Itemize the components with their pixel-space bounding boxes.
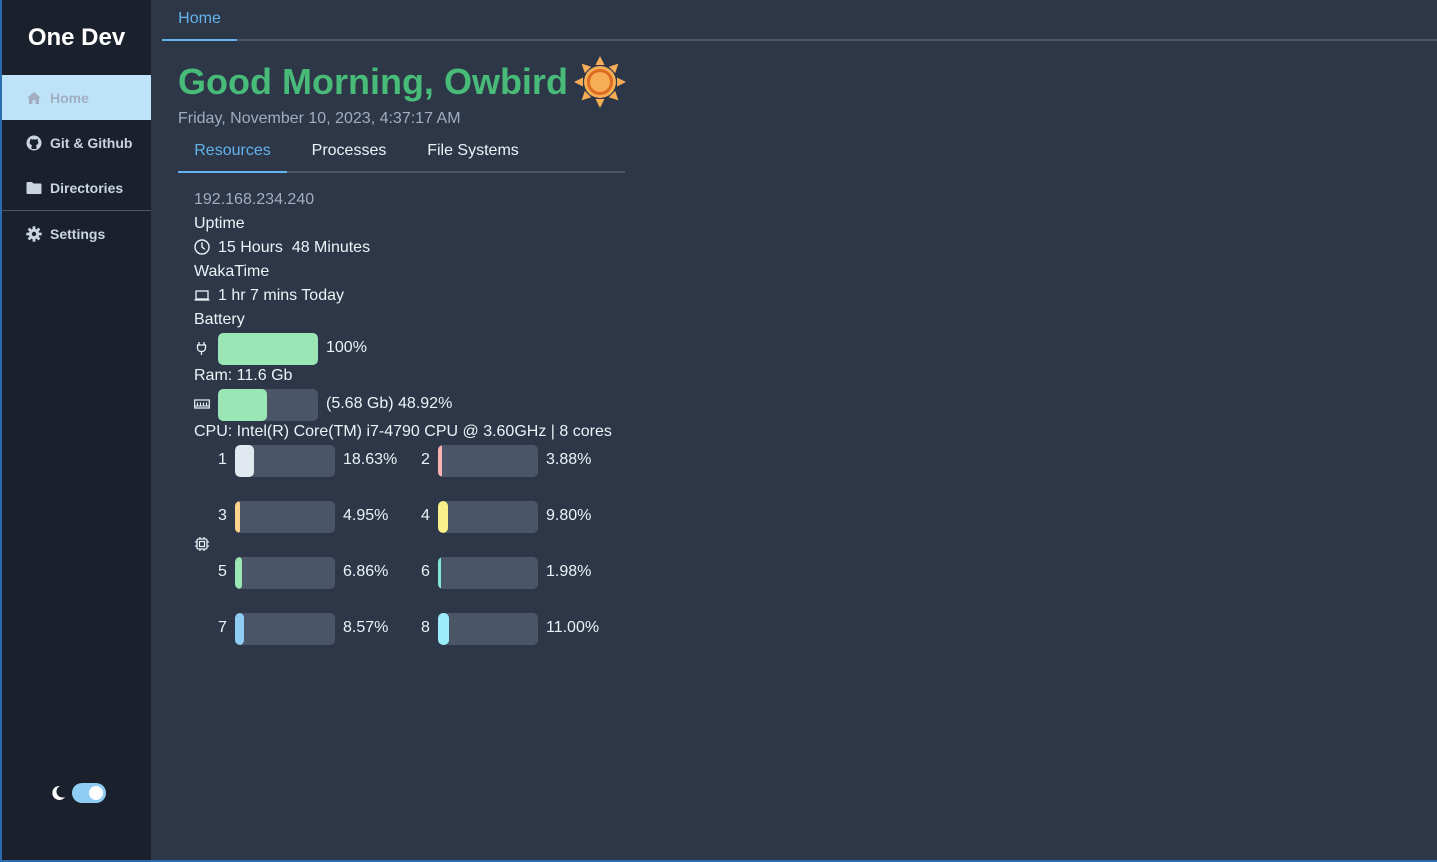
ram-bar: [218, 389, 318, 421]
tab-resources[interactable]: Resources: [178, 137, 287, 173]
wakatime-label: WakaTime: [194, 263, 270, 280]
cpu-core-bar-fill: [438, 501, 448, 533]
cpu-core-bar-fill: [438, 445, 442, 477]
cpu-core-number: 1: [218, 451, 227, 468]
cpu-core-bar: [235, 445, 335, 477]
home-icon: [25, 89, 43, 107]
wakatime-row: 1 hr 7 mins Today: [194, 286, 344, 306]
github-icon: [25, 134, 43, 152]
tab-processes[interactable]: Processes: [311, 142, 387, 159]
ram-percent: (5.68 Gb) 48.92%: [326, 395, 453, 412]
cpu-core-bar-fill: [235, 501, 240, 533]
battery-bar-fill: [218, 333, 318, 365]
content-tab-bar: Resources Processes File Systems: [178, 137, 625, 173]
current-datetime: Friday, November 10, 2023, 4:37:17 AM: [178, 110, 461, 127]
cpu-icon: [194, 536, 210, 558]
cpu-core-percent: 4.95%: [343, 507, 389, 524]
memory-icon: [194, 396, 210, 418]
cpu-core-bar-fill: [235, 613, 244, 645]
cpu-label: CPU: Intel(R) Core(TM) i7-4790 CPU @ 3.6…: [194, 423, 612, 440]
plug-icon: [194, 340, 210, 362]
sidebar-item-label: Directories: [50, 179, 124, 196]
cpu-core-number: 8: [421, 619, 430, 636]
sidebar-item-label: Settings: [50, 225, 106, 242]
battery-label: Battery: [194, 311, 245, 328]
sidebar-item-home[interactable]: Home: [2, 75, 151, 120]
sidebar-item-git-github[interactable]: Git & Github: [2, 120, 151, 165]
wakatime-value: 1 hr 7 mins Today: [218, 287, 344, 304]
theme-switch[interactable]: [72, 783, 106, 803]
cpu-core-bar-fill: [438, 557, 441, 589]
cpu-core-percent: 1.98%: [546, 563, 592, 580]
sidebar-item-directories[interactable]: Directories: [2, 165, 151, 210]
cpu-core-number: 2: [421, 451, 430, 468]
sidebar: One Dev Home Git & Github Directories: [2, 0, 151, 860]
tab-file-systems[interactable]: File Systems: [427, 142, 519, 159]
uptime-label: Uptime: [194, 215, 245, 232]
sidebar-divider: [2, 210, 151, 211]
sidebar-item-label: Home: [50, 89, 89, 106]
ram-label: Ram: 11.6 Gb: [194, 367, 293, 384]
ram-bar-fill: [218, 389, 267, 421]
tab-home[interactable]: Home: [162, 0, 237, 41]
cpu-core-percent: 18.63%: [343, 451, 398, 468]
theme-switch-knob: [89, 786, 103, 800]
cpu-core-bar: [438, 557, 538, 589]
cpu-core-bar: [438, 613, 538, 645]
cpu-core-percent: 9.80%: [546, 507, 592, 524]
cpu-core-number: 5: [218, 563, 227, 580]
uptime-row: 15 Hours 48 Minutes: [194, 238, 370, 258]
sidebar-item-label: Git & Github: [50, 134, 133, 151]
cpu-core-bar-fill: [438, 613, 449, 645]
top-tab-bar: Home: [162, 0, 1437, 41]
battery-bar: [218, 333, 318, 365]
battery-percent: 100%: [326, 339, 367, 356]
cpu-core-percent: 11.00%: [546, 619, 600, 636]
laptop-icon: [194, 287, 210, 303]
sidebar-item-settings[interactable]: Settings: [2, 211, 151, 256]
cpu-core-number: 3: [218, 507, 227, 524]
cpu-core-bar: [235, 613, 335, 645]
cpu-core-percent: 3.88%: [546, 451, 592, 468]
greeting: Good Morning, Owbird: [178, 56, 626, 108]
greeting-title: Good Morning, Owbird: [178, 61, 568, 102]
theme-toggle[interactable]: [48, 783, 106, 803]
sun-icon: [573, 56, 626, 108]
gear-icon: [25, 225, 43, 243]
cpu-core-bar-fill: [235, 445, 254, 477]
cpu-core-bar: [235, 557, 335, 589]
clock-icon: [194, 239, 210, 255]
cpu-core-number: 6: [421, 563, 430, 580]
ip-address: 192.168.234.240: [194, 191, 315, 208]
cpu-core-bar: [235, 501, 335, 533]
cpu-core-number: 7: [218, 619, 227, 636]
cpu-core-number: 4: [421, 507, 430, 524]
cpu-core-bar: [438, 445, 538, 477]
cpu-core-percent: 6.86%: [343, 563, 389, 580]
uptime-value: 15 Hours 48 Minutes: [218, 239, 371, 256]
cpu-core-percent: 8.57%: [343, 619, 389, 636]
cpu-core-bar-fill: [235, 557, 242, 589]
app-title: One Dev: [27, 23, 126, 51]
folder-icon: [25, 179, 43, 197]
cpu-core-bar: [438, 501, 538, 533]
moon-icon: [52, 785, 65, 800]
